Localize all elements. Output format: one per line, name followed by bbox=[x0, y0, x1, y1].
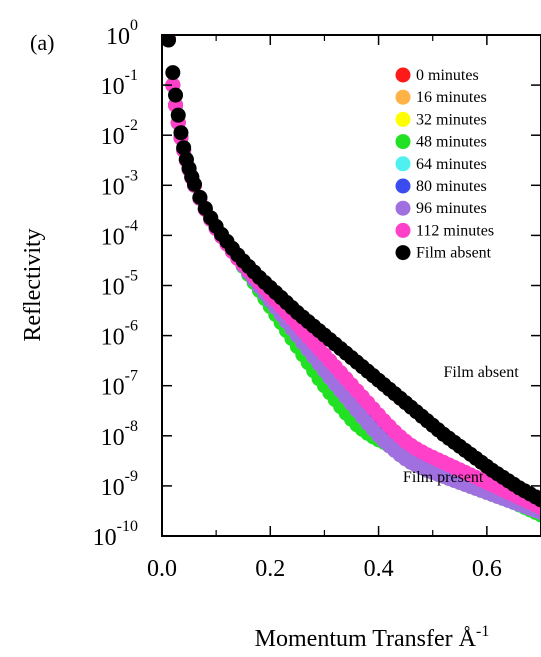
y-tick-label-base: 10 bbox=[106, 24, 130, 50]
y-tick-label-exponent: -5 bbox=[125, 268, 138, 285]
data-point bbox=[186, 176, 202, 192]
data-point bbox=[162, 35, 176, 48]
legend: 0 minutes 16 minutes 32 minutes 48 minutes 6… bbox=[395, 67, 494, 262]
data-point bbox=[173, 125, 189, 141]
y-tick-label-exponent: -9 bbox=[125, 468, 138, 485]
y-tick-label-base: 10 bbox=[101, 375, 125, 401]
data-point bbox=[170, 107, 186, 123]
data-point bbox=[168, 87, 184, 103]
y-tick-label: 10-1 bbox=[101, 67, 138, 100]
y-tick-label-exponent: -10 bbox=[117, 518, 138, 535]
data-points bbox=[162, 35, 541, 523]
y-tick-label-exponent: -6 bbox=[125, 318, 138, 335]
y-tick-label-exponent: -3 bbox=[125, 167, 138, 184]
y-tick-label: 10-9 bbox=[101, 468, 138, 501]
y-tick-label-exponent: -8 bbox=[125, 418, 138, 435]
y-tick-label-base: 10 bbox=[101, 224, 125, 250]
y-tick-label: 10-3 bbox=[101, 167, 138, 200]
y-tick-label-base: 10 bbox=[101, 425, 125, 451]
y-axis-label: Reflectivity bbox=[20, 228, 46, 341]
legend-marker bbox=[395, 156, 411, 172]
legend-label: 16 minutes bbox=[416, 89, 487, 106]
y-tick-label-base: 10 bbox=[93, 525, 117, 551]
y-tick-label-base: 10 bbox=[101, 275, 125, 301]
legend-marker bbox=[395, 178, 411, 194]
annotation: Film absent bbox=[444, 364, 520, 381]
legend-marker bbox=[395, 222, 411, 238]
y-tick-label: 10-10 bbox=[93, 518, 138, 551]
legend-marker bbox=[395, 111, 411, 127]
legend-marker bbox=[395, 200, 411, 216]
x-tick-label: 0.6 bbox=[472, 556, 502, 582]
y-tick-label-base: 10 bbox=[101, 124, 125, 150]
data-point bbox=[533, 492, 541, 508]
x-axis-label: Momentum Transfer Å-1 bbox=[255, 623, 490, 652]
y-tick-label: 100 bbox=[106, 17, 138, 50]
legend-label: 0 minutes bbox=[416, 67, 479, 84]
legend-label: 64 minutes bbox=[416, 156, 487, 173]
series-film-absent bbox=[162, 35, 541, 508]
legend-label: 96 minutes bbox=[416, 200, 487, 217]
y-tick-label-exponent: -2 bbox=[125, 117, 138, 134]
legend-marker bbox=[395, 134, 411, 150]
y-tick-label-exponent: -1 bbox=[125, 67, 138, 84]
annotations: Film absent Film present bbox=[403, 364, 519, 486]
data-point bbox=[176, 140, 192, 156]
y-tick-label-base: 10 bbox=[101, 475, 125, 501]
x-tick-label: 0.0 bbox=[147, 556, 177, 582]
legend-label: 48 minutes bbox=[416, 134, 487, 151]
legend-marker bbox=[395, 89, 411, 105]
legend-marker bbox=[395, 67, 411, 83]
panel-label: (a) bbox=[30, 30, 54, 55]
legend-label: 80 minutes bbox=[416, 178, 487, 195]
y-tick-label-base: 10 bbox=[101, 74, 125, 100]
x-axis-label-exponent: -1 bbox=[476, 623, 489, 640]
legend-marker bbox=[395, 245, 411, 261]
y-tick-label-base: 10 bbox=[101, 174, 125, 200]
legend-label: Film absent bbox=[416, 245, 492, 262]
annotation: Film present bbox=[403, 469, 484, 486]
x-axis-label-text: Momentum Transfer Å bbox=[255, 626, 477, 652]
y-tick-label-exponent: -7 bbox=[125, 368, 138, 385]
legend-label: 32 minutes bbox=[416, 111, 487, 128]
x-axis-ticks: 0.0 0.2 0.4 0.6 bbox=[147, 35, 502, 582]
y-tick-label: 10-5 bbox=[101, 268, 138, 301]
y-tick-label: 10-2 bbox=[101, 117, 138, 150]
legend-label: 112 minutes bbox=[416, 222, 494, 239]
y-tick-label: 10-7 bbox=[101, 368, 138, 401]
data-point bbox=[165, 65, 181, 81]
y-tick-label: 10-8 bbox=[101, 418, 138, 451]
y-tick-label-base: 10 bbox=[101, 325, 125, 351]
x-tick-label: 0.2 bbox=[255, 556, 285, 582]
y-axis-ticks: 10010-110-210-310-410-510-610-710-810-91… bbox=[93, 17, 541, 551]
x-tick-label: 0.4 bbox=[364, 556, 394, 582]
y-tick-label: 10-6 bbox=[101, 318, 138, 351]
y-tick-label: 10-4 bbox=[101, 217, 138, 250]
y-tick-label-exponent: 0 bbox=[130, 17, 138, 34]
y-tick-label-exponent: -4 bbox=[125, 217, 138, 234]
